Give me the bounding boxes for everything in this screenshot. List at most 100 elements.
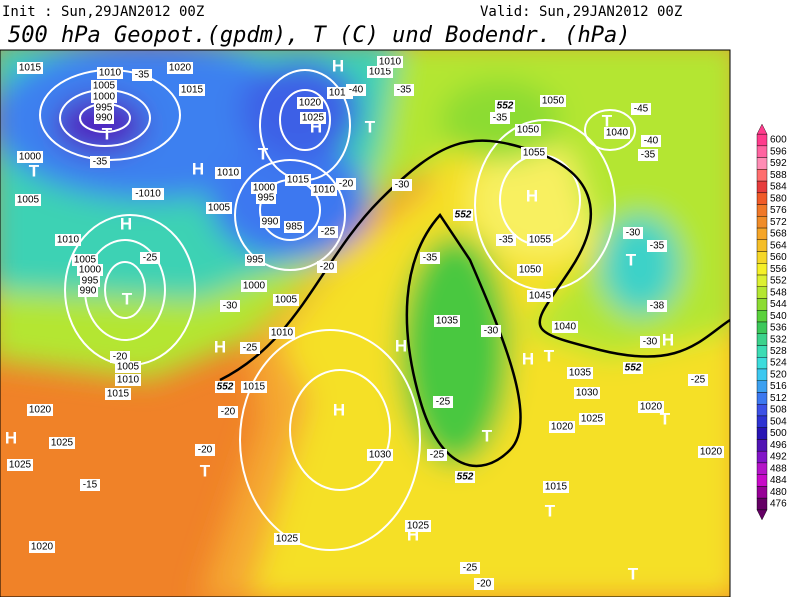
label-box <box>94 102 114 114</box>
colorbar-cell <box>756 180 768 194</box>
label-box <box>91 80 117 92</box>
label-box <box>206 202 232 214</box>
pressure-center: T <box>660 409 671 428</box>
pressure-center: H <box>526 186 538 205</box>
colorbar-top-arrow <box>756 123 768 135</box>
label-box <box>72 254 98 266</box>
contour-label: 1005 <box>117 362 140 373</box>
colorbar-label: 476 <box>770 499 787 510</box>
contour-label: 1035 <box>436 316 459 327</box>
colorbar-cell <box>756 321 768 334</box>
colorbar-cell <box>756 345 768 358</box>
colorbar-cell <box>756 251 768 264</box>
label-box <box>215 381 235 393</box>
label-box <box>579 413 605 425</box>
label-box <box>241 381 267 393</box>
label-box <box>647 300 667 312</box>
contour-label: -20 <box>113 352 128 363</box>
colorbar-label: 516 <box>770 381 787 392</box>
pressure-center: H <box>332 56 344 75</box>
pressure-center: T <box>258 144 269 163</box>
label-box <box>105 388 131 400</box>
pressure-center: H <box>395 336 407 355</box>
label-box <box>297 97 323 109</box>
label-box <box>474 578 494 590</box>
contour-label: 552 <box>497 101 514 112</box>
label-box <box>647 240 667 252</box>
contour-label: 1000 <box>243 281 266 292</box>
colorbar-cell <box>756 333 768 346</box>
contour-label: 1010 <box>117 375 140 386</box>
label-box <box>567 367 593 379</box>
contour-label: 1035 <box>569 368 592 379</box>
label-box <box>132 69 152 81</box>
contour-label: -35 <box>423 253 438 264</box>
label-box <box>115 374 141 386</box>
label-box <box>273 294 299 306</box>
colorbar-label: 536 <box>770 323 787 334</box>
label-box <box>97 67 123 79</box>
label-box <box>688 374 708 386</box>
colorbar-label: 508 <box>770 405 787 416</box>
label-box <box>215 167 241 179</box>
label-box <box>631 103 651 115</box>
colorbar-label: 496 <box>770 440 787 451</box>
colorbar-cell <box>756 392 768 405</box>
label-box <box>392 179 412 191</box>
label-box <box>140 252 160 264</box>
label-box <box>540 95 566 107</box>
colorbar-cell <box>756 274 768 287</box>
pressure-center: H <box>310 117 322 136</box>
contour-label: -30 <box>626 228 641 239</box>
contour-label: -25 <box>143 253 158 264</box>
colorbar-cell <box>756 474 768 487</box>
contour-label: 1010 <box>271 328 294 339</box>
colorbar-cell <box>756 216 768 229</box>
colorbar-cell <box>756 403 768 417</box>
colorbar-label: 492 <box>770 452 787 463</box>
contour-label: -30 <box>484 326 499 337</box>
colorbar-cell <box>756 450 768 464</box>
colorbar-label: 504 <box>770 416 787 427</box>
label-box <box>80 275 100 287</box>
label-box <box>336 178 356 190</box>
contour-label: -25 <box>436 397 451 408</box>
contour-label: 1020 <box>551 422 574 433</box>
contour-label: 1025 <box>51 438 74 449</box>
pressure-center: H <box>5 428 17 447</box>
colorbar-cell <box>756 239 768 252</box>
pressure-center: H <box>192 159 204 178</box>
label-box <box>574 387 600 399</box>
colorbar-label: 532 <box>770 334 787 345</box>
contour-label: -40 <box>644 136 659 147</box>
contour-label: 1000 <box>253 183 276 194</box>
label-box <box>167 62 193 74</box>
colorbar-label: 540 <box>770 311 787 322</box>
label-box <box>427 449 447 461</box>
contour-label: 1050 <box>517 125 540 136</box>
colorbar-label: 596 <box>770 146 787 157</box>
colorbar-cell <box>756 310 768 323</box>
colorbar-label: 576 <box>770 205 787 216</box>
contour-label: 1010 <box>379 57 402 68</box>
label-box <box>49 437 75 449</box>
colorbar-label: 500 <box>770 428 787 439</box>
pressure-center: H <box>120 214 132 233</box>
label-box <box>698 446 724 458</box>
label-box <box>27 404 53 416</box>
label-box <box>495 100 515 112</box>
colorbar-label: 528 <box>770 346 787 357</box>
contour-label: 1025 <box>276 534 299 545</box>
contour-label: 1055 <box>523 148 546 159</box>
label-box <box>517 264 543 276</box>
colorbar-label: 524 <box>770 358 787 369</box>
contour-label: -25 <box>321 227 336 238</box>
contour-label: -20 <box>477 579 492 590</box>
label-box <box>7 459 33 471</box>
label-box <box>110 351 130 363</box>
contour-label: 1040 <box>554 322 577 333</box>
contour-label: 990 <box>96 113 113 124</box>
label-box <box>17 62 43 74</box>
pressure-center: T <box>544 346 555 365</box>
